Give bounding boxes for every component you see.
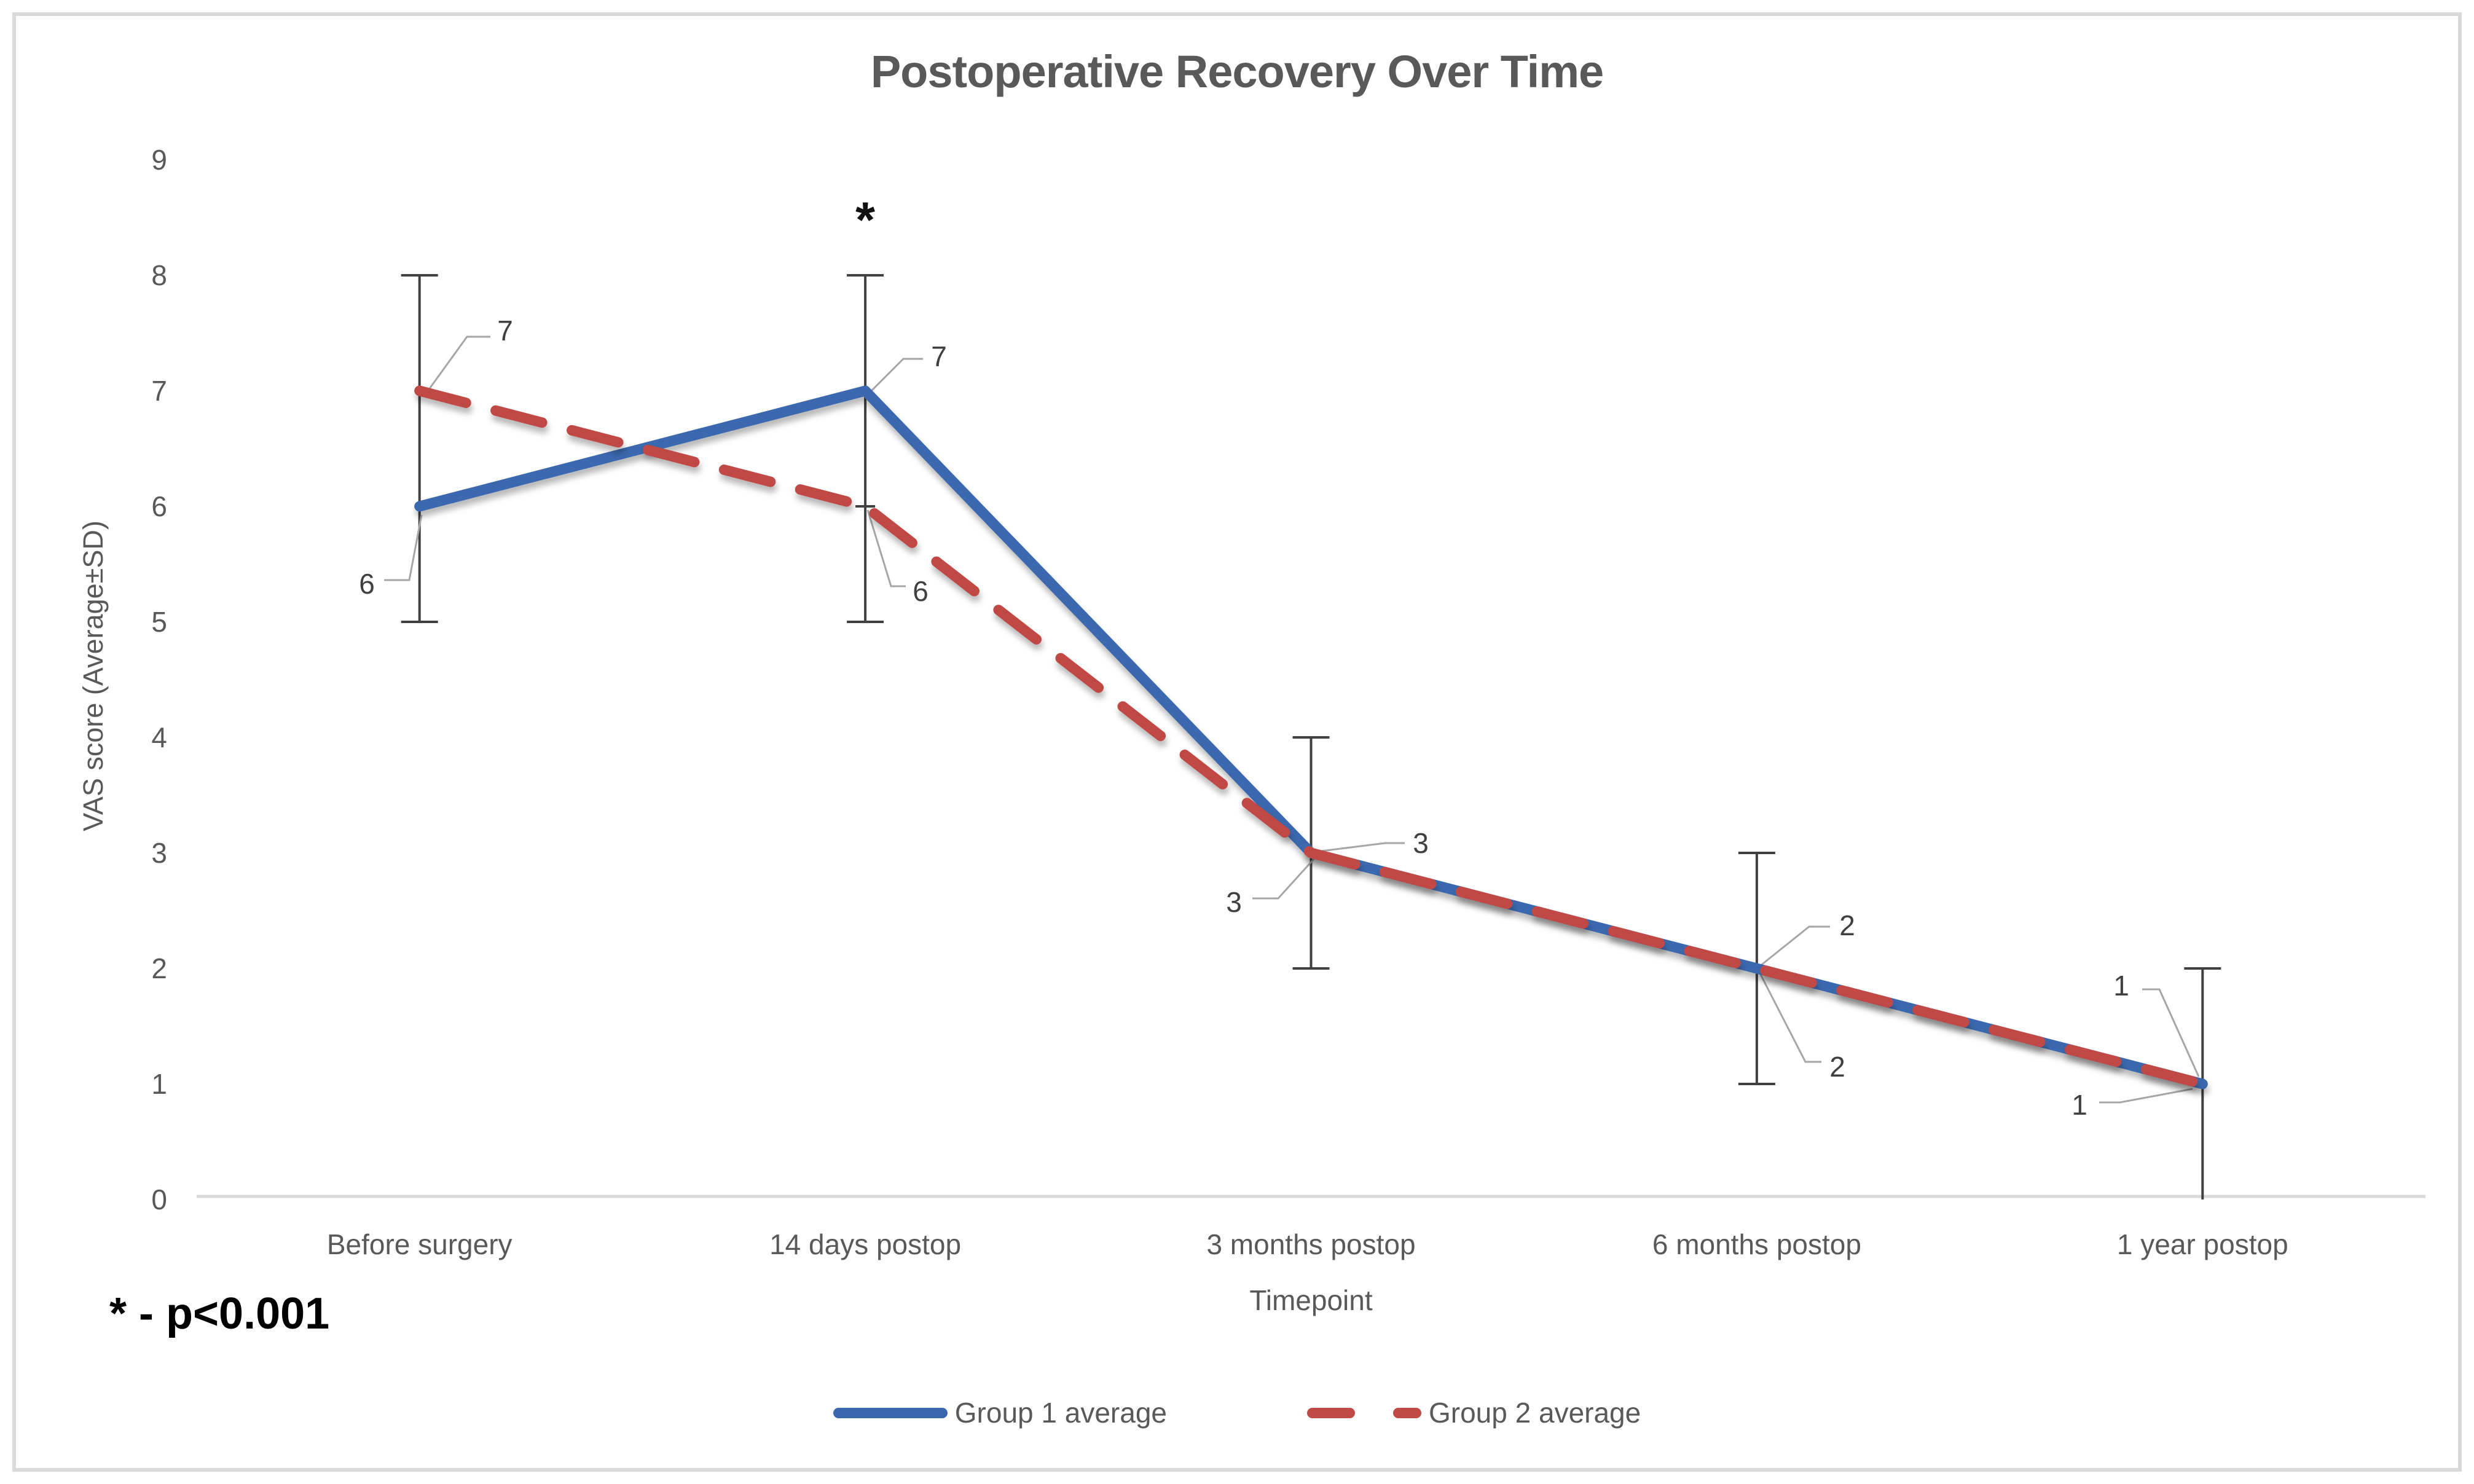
x-category-label: 6 months postop [1652, 1228, 1861, 1260]
data-label-group-1-average: 7 [931, 340, 947, 372]
legend-item-group2: Group 2 average [1307, 1396, 1641, 1429]
y-tick-label: 4 [151, 721, 167, 753]
data-label-group-2-average: 3 [1413, 827, 1429, 859]
data-label-group-2-average: 2 [1839, 909, 1855, 941]
y-tick-label: 9 [151, 144, 167, 176]
legend-dash-1 [1307, 1407, 1355, 1418]
y-tick-label: 3 [151, 837, 167, 869]
leader-line [1316, 842, 1405, 853]
leader-line [1759, 973, 1821, 1063]
data-label-group-1-average: 3 [1226, 886, 1242, 918]
leader-line [866, 509, 906, 587]
y-tick-label: 5 [151, 606, 167, 638]
data-label-group-2-average: 1 [2113, 970, 2129, 1002]
leader-line [868, 358, 923, 395]
data-label-group-2-average: 7 [497, 315, 513, 347]
data-label-group-1-average: 6 [359, 568, 375, 600]
legend-dash-2 [1393, 1407, 1421, 1418]
x-axis-title: Timepoint [1249, 1284, 1373, 1316]
significance-asterisk: * [855, 192, 876, 248]
y-tick-label: 1 [151, 1068, 167, 1100]
leader-lines [384, 336, 2200, 1104]
series-line-group-2-average [414, 385, 2208, 1089]
x-category-label: 1 year postop [2116, 1228, 2288, 1260]
y-tick-label: 8 [151, 259, 167, 291]
x-category-label: 3 months postop [1206, 1228, 1416, 1260]
y-tick-label: 7 [151, 375, 167, 407]
legend: Group 1 average Group 2 average [0, 1396, 2474, 1429]
leader-line [1759, 925, 1830, 967]
x-category-label: Before surgery [326, 1228, 512, 1260]
y-tick-label: 2 [151, 952, 167, 984]
error-bars [401, 274, 2221, 1199]
x-category-label: 14 days postop [769, 1228, 962, 1260]
leader-line [384, 514, 423, 581]
legend-label-group1: Group 1 average [954, 1397, 1167, 1429]
data-label-group-1-average: 2 [1829, 1051, 1845, 1083]
leader-line [1252, 858, 1315, 900]
y-tick-label: 6 [151, 490, 167, 522]
chart-border [12, 12, 2462, 1472]
legend-line-sample-group1 [833, 1407, 948, 1418]
chart-title: Postoperative Recovery Over Time [870, 46, 1604, 97]
legend-item-group1: Group 1 average [833, 1396, 1167, 1429]
legend-label-group2: Group 2 average [1429, 1397, 1641, 1429]
leader-line [2142, 988, 2200, 1077]
significance-note: * - p<0.001 [109, 1289, 330, 1338]
data-label-group-2-average: 6 [913, 575, 929, 607]
y-axis-title: VAS score (Average±SD) [77, 520, 109, 831]
data-label-group-1-average: 1 [2071, 1089, 2087, 1121]
leader-line [424, 336, 490, 395]
leader-line [2099, 1088, 2193, 1104]
y-tick-label: 0 [151, 1184, 167, 1215]
legend-dash-sample-group2 [1307, 1407, 1421, 1418]
